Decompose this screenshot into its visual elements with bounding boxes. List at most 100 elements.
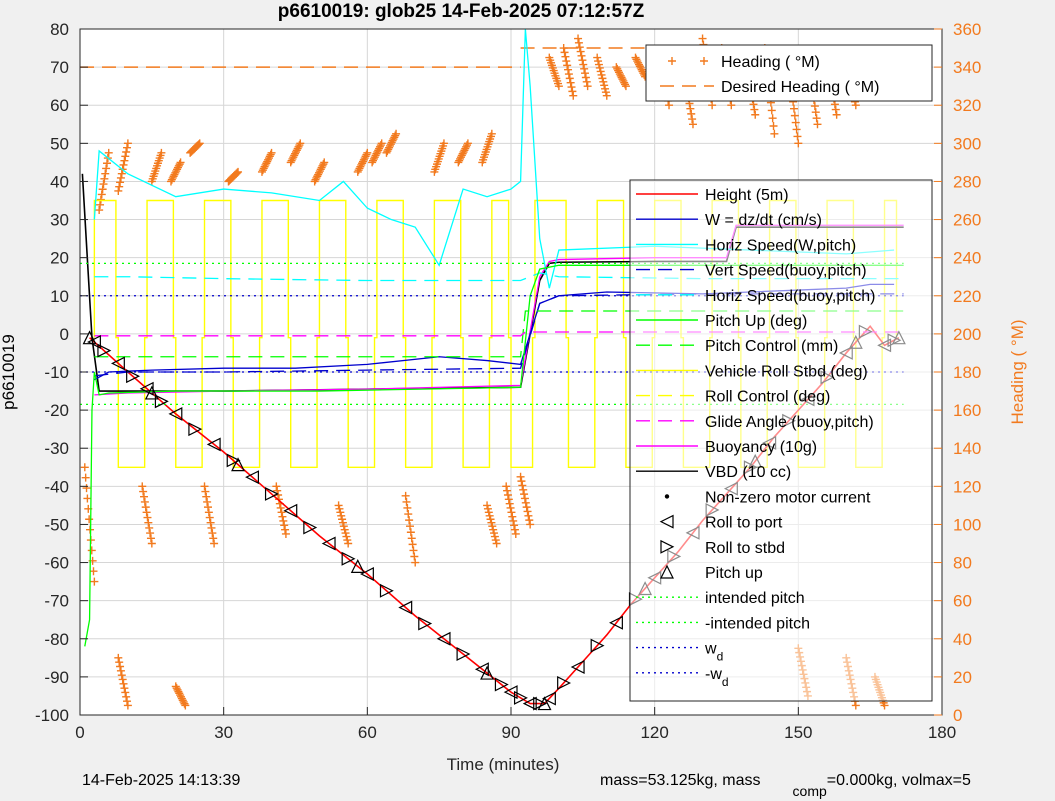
heading-point (201, 487, 210, 496)
heading-point (612, 63, 621, 72)
x-tick-label: 30 (214, 723, 233, 742)
roll-stbd-marker (557, 676, 572, 690)
heading-point (292, 146, 301, 155)
heading-point (96, 200, 105, 209)
y-tick-label: 40 (50, 172, 69, 191)
legend-label: Vehicle Roll Stbd (deg) (705, 363, 868, 380)
roll-port-marker (87, 335, 101, 349)
heading-point (205, 513, 214, 522)
roll-port-marker (245, 470, 259, 485)
heading-point (511, 529, 520, 538)
y2-tick-label: 240 (953, 249, 981, 268)
main-legend: Height (5m) W = dz/dt (cm/s) Horiz Speed(W… (629, 179, 933, 702)
heading-point (392, 129, 401, 138)
legend-dot-swatch (664, 494, 670, 499)
legend-label: Height (5m) (705, 187, 789, 204)
heading-point (287, 156, 296, 165)
heading-point (618, 75, 627, 84)
heading-point (98, 185, 107, 194)
y-tick-label: 10 (50, 287, 69, 306)
heading-point (504, 495, 513, 504)
heading-point (177, 692, 186, 701)
heading-point (518, 481, 527, 490)
heading-point (568, 87, 577, 96)
y2-tick-label: 280 (953, 172, 981, 191)
heading-point (356, 162, 365, 171)
roll-stbd-marker (126, 369, 141, 384)
heading-point (262, 159, 271, 168)
heading-point (509, 516, 518, 525)
heading-point (631, 53, 640, 62)
heading-point (384, 145, 393, 154)
footer-mass-suffix: =0.000kg, volmax=5 (826, 772, 971, 789)
heading-point (377, 139, 386, 148)
roll-stbd-marker (97, 343, 112, 358)
heading-point (483, 501, 492, 510)
heading-point (564, 70, 573, 79)
heading-point (502, 482, 511, 491)
heading-point (560, 48, 569, 57)
heading-point (601, 88, 610, 97)
heading-point (207, 523, 216, 532)
heading-point (180, 699, 189, 708)
heading-point (95, 206, 104, 215)
heading-point (147, 539, 156, 548)
heading-point (120, 684, 129, 693)
heading-point (146, 534, 155, 543)
heading-point (276, 503, 285, 512)
heading-point (100, 174, 109, 183)
pitch-up-marker (350, 559, 365, 573)
heading-point (595, 63, 604, 72)
heading-point (506, 503, 515, 512)
legend-label: Roll Control (deg) (705, 389, 830, 406)
heading-point (119, 160, 128, 169)
y2-tick-label: 320 (953, 96, 981, 115)
heading-point (102, 164, 111, 173)
heading-point (104, 148, 113, 157)
y-tick-label: -80 (44, 630, 69, 649)
heading-point (594, 57, 603, 66)
heading-point (688, 115, 697, 124)
heading-point (503, 486, 512, 495)
heading-point (621, 80, 630, 89)
heading-point (232, 169, 241, 178)
heading-point (266, 150, 275, 159)
heading-point (313, 172, 322, 181)
heading-point (176, 158, 185, 167)
y2-tick-label: 200 (953, 325, 981, 344)
heading-point (82, 484, 91, 493)
heading-point (179, 698, 188, 707)
heading-point (463, 139, 472, 148)
heading-point (174, 161, 183, 170)
heading-point (261, 160, 270, 169)
heading-point (281, 529, 290, 538)
heading-point (143, 513, 152, 522)
heading-point (791, 118, 800, 127)
heading-point (157, 148, 166, 157)
legend-label: Horiz Speed(W,pitch) (705, 237, 856, 254)
heading-point (168, 173, 177, 182)
heading-point (373, 147, 382, 156)
series-line (93, 28, 895, 289)
heading-point (521, 498, 530, 507)
heading-point (354, 166, 363, 175)
heading-point (522, 503, 531, 512)
heading-point (101, 169, 110, 178)
heading-point (463, 141, 472, 150)
heading-point (600, 81, 609, 90)
heading-point (386, 140, 395, 149)
heading-point (167, 175, 176, 184)
heading-point (171, 168, 180, 177)
heading-point (574, 38, 583, 47)
heading-point (291, 149, 300, 158)
y-tick-label: -70 (44, 592, 69, 611)
x-tick-label: 90 (502, 723, 521, 742)
roll-stbd-marker (379, 583, 394, 598)
heading-point (751, 110, 760, 119)
heading-legend-label: Heading ( °M) (721, 54, 820, 71)
legend-label: Pitch Up (deg) (705, 313, 807, 330)
heading-point (565, 74, 574, 83)
heading-point (257, 167, 266, 176)
heading-point (83, 494, 92, 503)
heading-point (342, 532, 351, 541)
